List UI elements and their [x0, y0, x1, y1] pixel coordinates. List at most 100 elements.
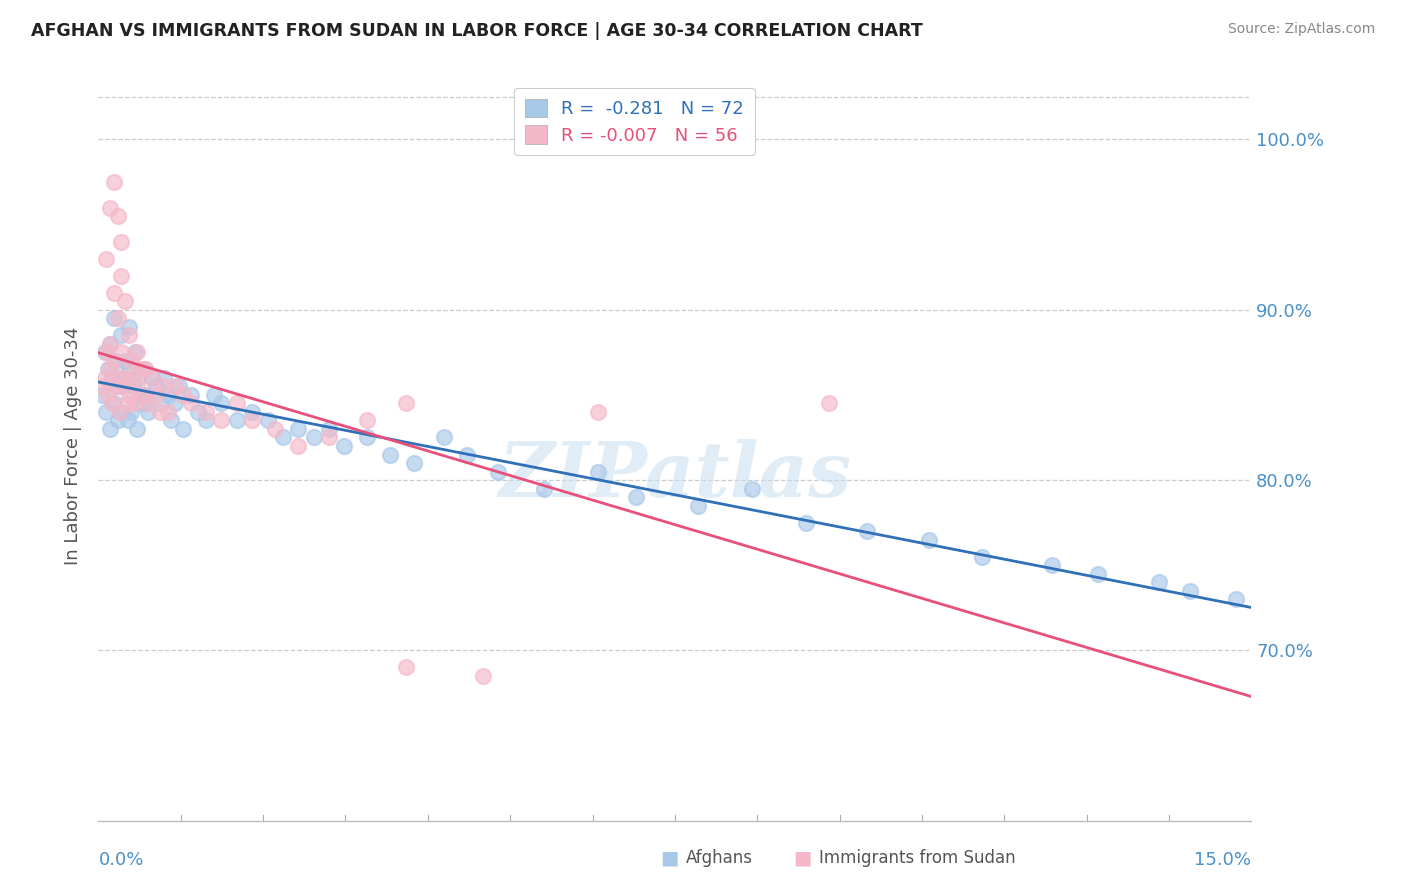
- Point: [356, 413, 378, 427]
- Point: [104, 379, 127, 393]
- Point: [129, 362, 152, 376]
- Point: [93, 371, 115, 385]
- Point: [856, 524, 879, 538]
- Point: [97, 362, 120, 376]
- Point: [122, 371, 145, 385]
- Point: [134, 362, 156, 376]
- Point: [110, 235, 132, 249]
- Point: [256, 413, 278, 427]
- Point: [134, 362, 156, 376]
- Point: [98, 422, 121, 436]
- Point: [395, 396, 418, 410]
- Point: [107, 413, 129, 427]
- Point: [110, 405, 132, 419]
- Text: ■: ■: [659, 848, 678, 867]
- Point: [287, 422, 309, 436]
- Point: [152, 371, 174, 385]
- Point: [107, 371, 129, 385]
- Point: [209, 396, 232, 410]
- Point: [103, 285, 125, 300]
- Point: [145, 379, 167, 393]
- Point: [165, 396, 187, 410]
- Point: [135, 388, 157, 402]
- Point: [402, 456, 425, 470]
- Point: [626, 490, 648, 504]
- Point: [686, 499, 709, 513]
- Point: [187, 405, 209, 419]
- Text: 0.0%: 0.0%: [98, 851, 143, 869]
- Point: [302, 430, 325, 444]
- Point: [794, 516, 817, 530]
- Point: [104, 354, 127, 368]
- Point: [141, 371, 163, 385]
- Point: [240, 405, 263, 419]
- Text: ZIPatlas: ZIPatlas: [498, 439, 852, 513]
- Point: [145, 388, 167, 402]
- Point: [271, 430, 294, 444]
- Point: [93, 345, 115, 359]
- Point: [91, 388, 114, 402]
- Point: [114, 354, 136, 368]
- Point: [180, 396, 202, 410]
- Point: [94, 252, 117, 266]
- Point: [120, 405, 142, 419]
- Point: [586, 405, 609, 419]
- Point: [129, 388, 152, 402]
- Point: [122, 379, 145, 393]
- Point: [356, 430, 378, 444]
- Point: [111, 379, 134, 393]
- Point: [225, 396, 247, 410]
- Point: [156, 388, 179, 402]
- Text: 15.0%: 15.0%: [1194, 851, 1251, 869]
- Point: [108, 405, 131, 419]
- Point: [101, 396, 124, 410]
- Point: [318, 422, 340, 436]
- Point: [240, 413, 263, 427]
- Point: [202, 388, 225, 402]
- Point: [1225, 592, 1247, 607]
- Point: [917, 533, 939, 547]
- Point: [111, 379, 134, 393]
- Text: Immigrants from Sudan: Immigrants from Sudan: [818, 849, 1015, 867]
- Point: [172, 422, 194, 436]
- Point: [120, 354, 142, 368]
- Point: [125, 422, 148, 436]
- Point: [103, 311, 125, 326]
- Point: [160, 413, 183, 427]
- Point: [1147, 575, 1170, 590]
- Point: [380, 448, 402, 462]
- Point: [118, 362, 141, 376]
- Point: [172, 388, 194, 402]
- Point: [138, 396, 160, 410]
- Point: [97, 388, 120, 402]
- Legend: R =  -0.281   N = 72, R = -0.007   N = 56: R = -0.281 N = 72, R = -0.007 N = 56: [515, 88, 755, 155]
- Point: [152, 379, 174, 393]
- Point: [167, 379, 190, 393]
- Point: [132, 396, 155, 410]
- Y-axis label: In Labor Force | Age 30-34: In Labor Force | Age 30-34: [63, 326, 82, 566]
- Point: [1087, 566, 1109, 581]
- Point: [118, 388, 141, 402]
- Text: ■: ■: [793, 848, 813, 867]
- Point: [141, 371, 163, 385]
- Point: [110, 328, 132, 343]
- Point: [91, 379, 114, 393]
- Point: [94, 345, 117, 359]
- Point: [318, 430, 340, 444]
- Point: [433, 430, 456, 444]
- Point: [195, 405, 218, 419]
- Point: [125, 345, 148, 359]
- Point: [1040, 558, 1063, 573]
- Point: [287, 439, 309, 453]
- Point: [127, 371, 149, 385]
- Point: [156, 405, 179, 419]
- Point: [110, 345, 132, 359]
- Point: [165, 379, 187, 393]
- Point: [98, 336, 121, 351]
- Point: [264, 422, 287, 436]
- Point: [117, 396, 139, 410]
- Point: [110, 268, 132, 283]
- Point: [1178, 583, 1201, 598]
- Point: [134, 388, 156, 402]
- Point: [103, 175, 125, 189]
